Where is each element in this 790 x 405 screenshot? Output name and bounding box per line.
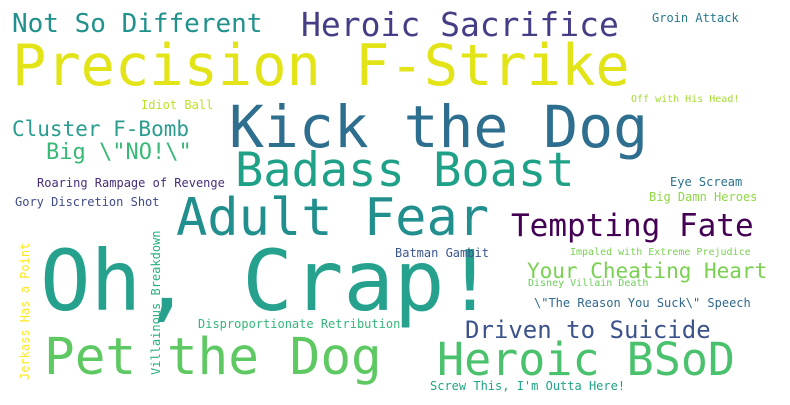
word-jerkass-has-a-point: Jerkass Has a Point: [18, 242, 32, 380]
word-tempting-fate: Tempting Fate: [511, 208, 754, 244]
word-oh-crap: Oh, Crap!: [40, 232, 496, 330]
word-big-damn-heroes: Big Damn Heroes: [649, 190, 758, 204]
word-heroic-sacrifice: Heroic Sacrifice: [301, 5, 619, 44]
word-groin-attack: Groin Attack: [652, 11, 739, 25]
word-kick-the-dog: Kick the Dog: [229, 93, 649, 161]
word-precision-f-strike: Precision F-Strike: [12, 33, 630, 99]
word-heroic-bsod: Heroic BSoD: [437, 333, 736, 386]
word-batman-gambit: Batman Gambit: [395, 246, 489, 260]
word-screw-this: Screw This, I'm Outta Here!: [430, 379, 626, 393]
word-cluster-f-bomb: Cluster F-Bomb: [12, 117, 190, 141]
word-driven-to-suicide: Driven to Suicide: [465, 316, 711, 344]
word-villainous-breakdown: Villainous Breakdown: [149, 230, 163, 376]
word-disproportionate-retribution: Disproportionate Retribution: [198, 317, 401, 331]
word-impaled: Impaled with Extreme Prejudice: [570, 247, 751, 258]
word-roaring-rampage: Roaring Rampage of Revenge: [37, 176, 225, 190]
word-big-no: Big \"NO!\": [46, 140, 192, 165]
word-eye-scream: Eye Scream: [670, 175, 743, 189]
word-off-with-his-head: Off with His Head!: [631, 94, 740, 105]
word-idiot-ball: Idiot Ball: [141, 98, 214, 112]
word-disney-villain-death: Disney Villain Death: [528, 278, 649, 289]
word-adult-fear: Adult Fear: [176, 188, 490, 248]
word-gory-discretion-shot: Gory Discretion Shot: [15, 195, 160, 209]
word-the-reason-you-suck: \"The Reason You Suck\" Speech: [534, 296, 751, 310]
word-badass-boast: Badass Boast: [235, 143, 575, 198]
word-pet-the-dog: Pet the Dog: [44, 328, 382, 387]
word-not-so-different: Not So Different: [12, 9, 263, 39]
word-your-cheating-heart: Your Cheating Heart: [527, 259, 768, 283]
